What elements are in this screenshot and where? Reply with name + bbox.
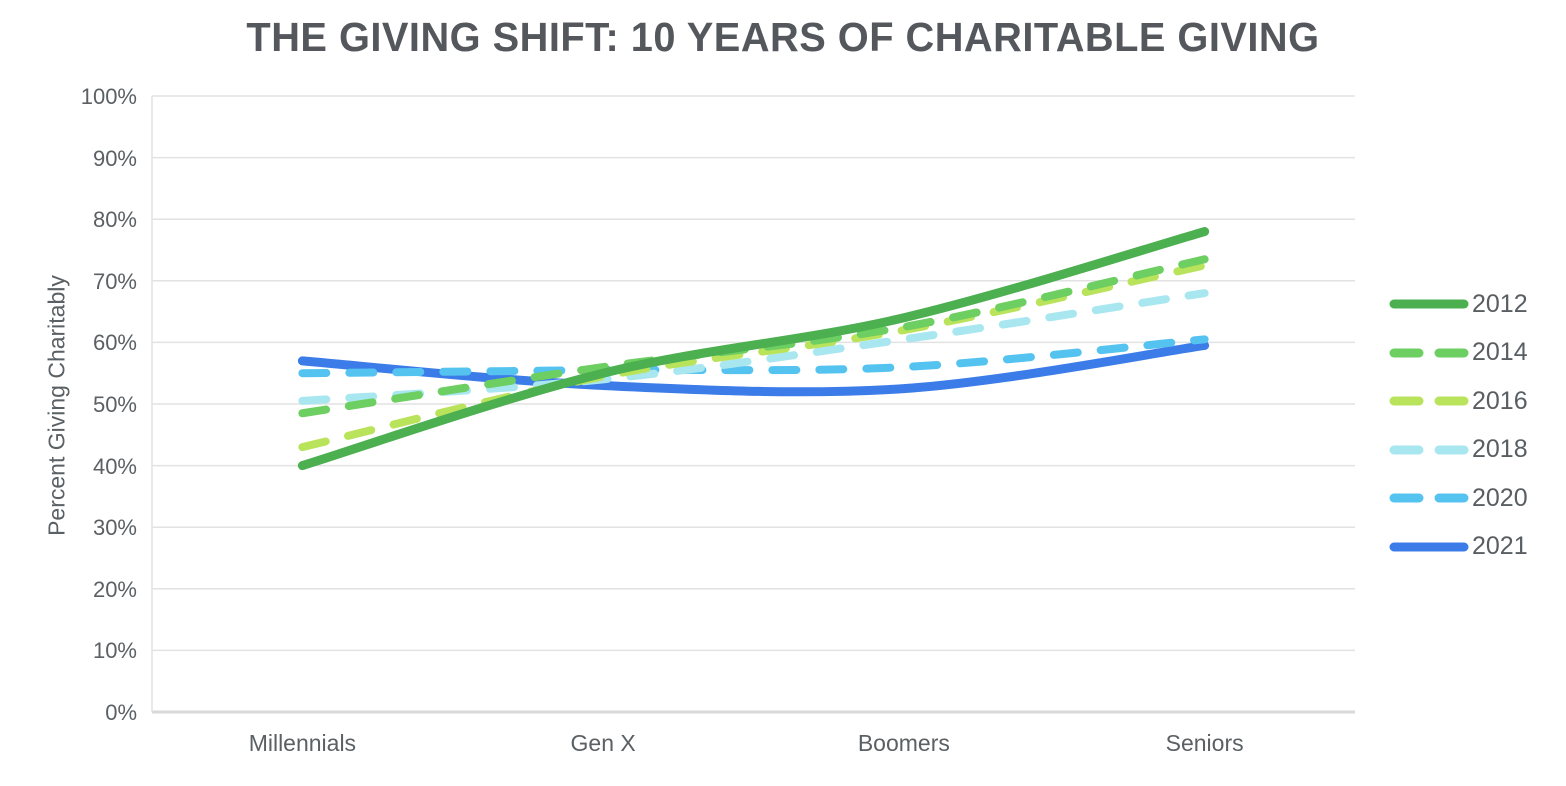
chart-title: THE GIVING SHIFT: 10 YEARS OF CHARITABLE…	[246, 14, 1320, 60]
legend-item-2016: 2016	[1388, 377, 1528, 426]
legend-swatch-2012-icon	[1389, 299, 1469, 309]
series-line-2012	[297, 227, 1210, 471]
y-tick-label-80: 80%	[92, 207, 137, 233]
legend-label-2014: 2014	[1472, 338, 1528, 367]
y-tick-label-40: 40%	[92, 453, 137, 479]
legend-swatch-2016-icon	[1389, 396, 1469, 406]
y-tick-label-50: 50%	[92, 392, 137, 417]
x-label-boomers: Boomers	[857, 730, 950, 756]
series-line-2018	[298, 289, 1209, 405]
legend-swatch-2021-icon	[1389, 542, 1469, 552]
x-label-gen-x: Gen X	[570, 730, 636, 756]
y-tick-label-20: 20%	[92, 576, 137, 602]
legend-item-2021: 2021	[1388, 523, 1528, 572]
legend-swatch-2014-icon	[1389, 348, 1469, 358]
legend-label-2020: 2020	[1472, 483, 1528, 512]
legend-swatch-2018-icon	[1389, 445, 1469, 455]
x-label-millennials: Millennials	[248, 730, 357, 756]
legend-swatch-2020-icon	[1389, 493, 1469, 503]
series-line-2021	[297, 340, 1210, 397]
y-tick-label-70: 70%	[92, 268, 137, 294]
y-tick-label-10: 10%	[92, 638, 137, 664]
legend-label-2018: 2018	[1472, 435, 1528, 464]
x-label-seniors: Seniors	[1165, 730, 1244, 756]
y-tick-label-60: 60%	[92, 330, 137, 356]
y-tick-label-30: 30%	[92, 515, 137, 541]
legend-item-2018: 2018	[1388, 426, 1528, 475]
legend-item-2012: 2012	[1388, 280, 1528, 329]
gridlines	[151, 95, 1355, 714]
y-tick-label-90: 90%	[92, 145, 137, 171]
legend: 2012 2014 2016 2018 2020 2021	[1388, 280, 1528, 571]
series-line-2020	[298, 335, 1209, 378]
legend-item-2020: 2020	[1388, 474, 1528, 523]
legend-label-2016: 2016	[1472, 386, 1528, 415]
legend-label-2012: 2012	[1472, 289, 1528, 318]
legend-label-2021: 2021	[1472, 532, 1528, 561]
legend-item-2014: 2014	[1388, 329, 1528, 378]
y-tick-label-100: 100%	[80, 84, 137, 109]
y-tick-label-0: 0%	[105, 700, 137, 725]
series-lines	[297, 227, 1210, 471]
